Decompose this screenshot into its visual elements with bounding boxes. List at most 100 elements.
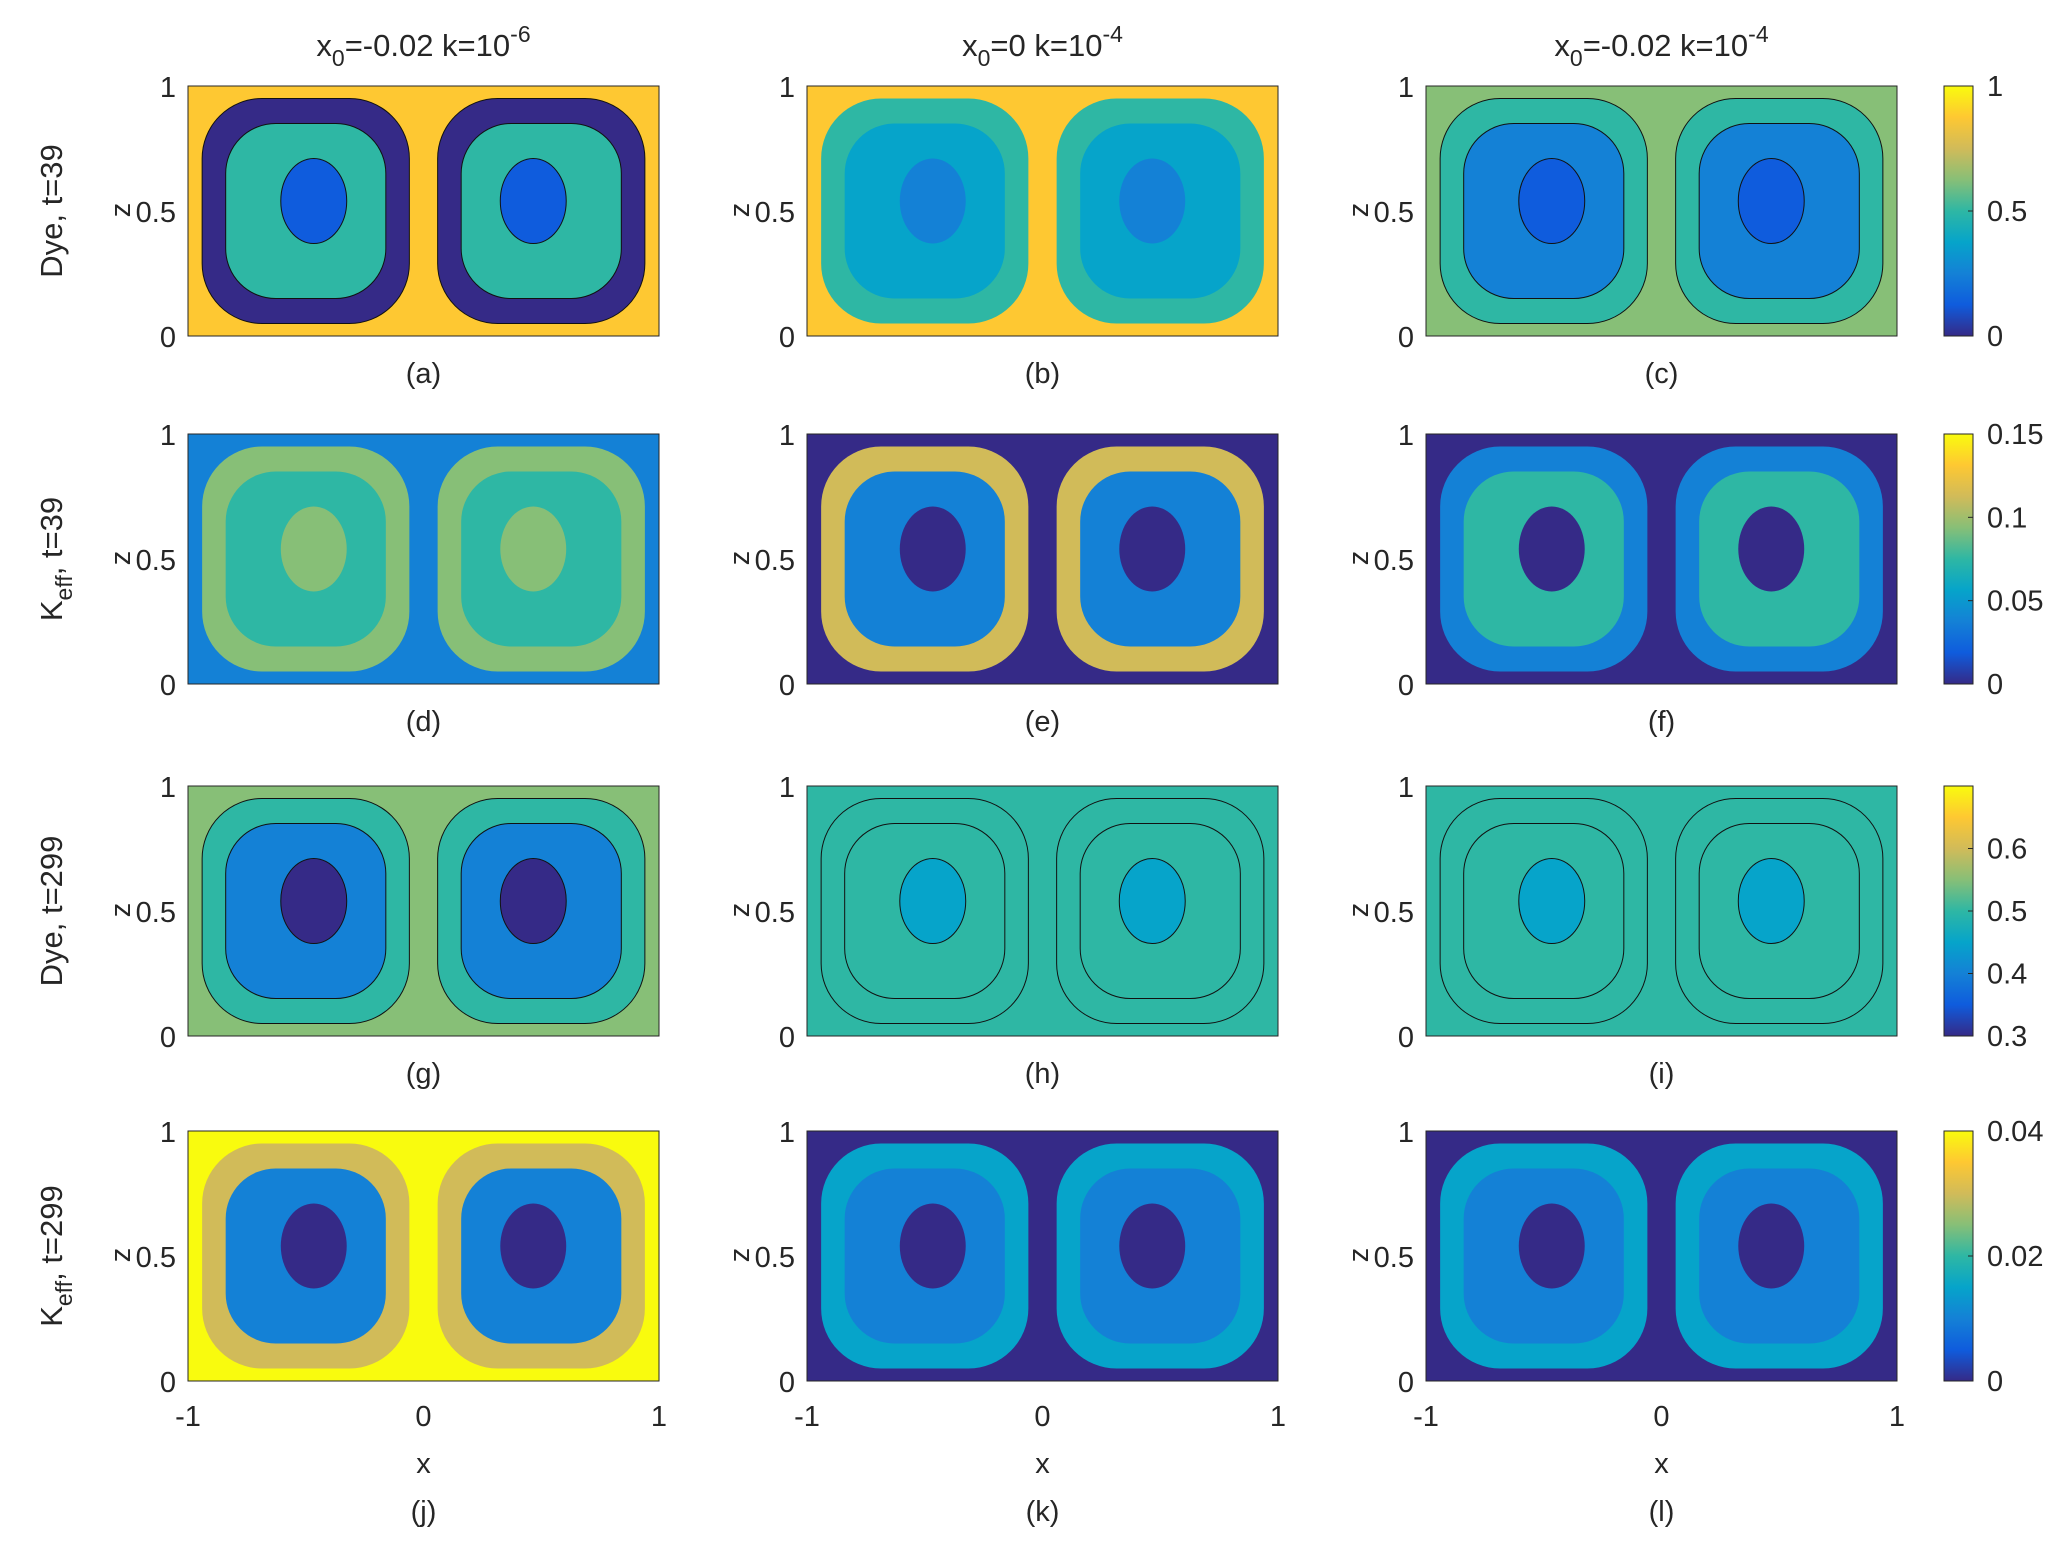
panel-label: (e) <box>1025 706 1060 738</box>
vortex-core <box>280 858 348 944</box>
y-tick-label: 0.5 <box>755 897 795 929</box>
y-axis-label: z <box>105 203 137 218</box>
panel-label: (h) <box>1025 1058 1060 1090</box>
axes-box <box>1425 85 1898 337</box>
y-tick-label: 0.5 <box>755 197 795 229</box>
y-tick-label: 0.5 <box>755 1242 795 1274</box>
panel-label: (f) <box>1648 706 1675 738</box>
heatmap-field <box>1426 1131 1897 1381</box>
colorbar-tick-label: 0.4 <box>1987 959 2027 991</box>
panel-d: 0 0.5 1 z (d) <box>105 420 660 738</box>
script-text: 0 <box>978 45 991 71</box>
heatmap-field <box>807 434 1278 684</box>
y-tick-label: 0 <box>779 322 795 354</box>
x-tick-label: 1 <box>651 1401 667 1433</box>
vortex-core <box>280 1203 347 1289</box>
y-tick-label: 0 <box>1398 1022 1414 1054</box>
colorbar: 0.3 0.4 0.5 0.6 <box>1943 785 2027 1053</box>
x-tick-label: -1 <box>794 1401 820 1433</box>
heatmap-field <box>188 434 659 684</box>
title-mid: =0 k=10 <box>990 28 1102 63</box>
heatmap-field <box>1426 434 1897 684</box>
panel-label: (b) <box>1025 358 1060 390</box>
panel-a: 0 0.5 1 z (a) <box>105 72 660 390</box>
panel-label: (a) <box>406 358 441 390</box>
vortex-core <box>499 858 567 944</box>
script-text: -4 <box>1748 21 1769 47</box>
heatmap-field <box>807 86 1278 336</box>
panel-k: 00.51z(k)-1 0 1x <box>724 1117 1286 1528</box>
vortex-core <box>500 506 567 592</box>
y-tick-label: 0.5 <box>136 545 176 577</box>
y-axis-label: z <box>105 903 137 918</box>
title-mid: =-0.02 k=10 <box>345 28 510 63</box>
vortex-core <box>899 506 966 592</box>
axes-box <box>1425 433 1898 685</box>
colorbar-tick-label: 0 <box>1987 669 2003 701</box>
y-tick-label: 0 <box>160 1367 176 1399</box>
x-tick-label: 0 <box>1034 1401 1050 1433</box>
panel-l: 00.51z(l)-1 0 1x <box>1343 1117 1905 1528</box>
vortex-core <box>1738 506 1805 592</box>
y-tick-label: 1 <box>1398 772 1414 804</box>
colorbar-tick-label: 0.05 <box>1987 586 2043 618</box>
y-tick-label: 0.5 <box>1374 897 1414 929</box>
panel-f: 0 0.5 1 z (f) <box>1343 420 1898 738</box>
column-title: x0=0 k=10-4 <box>962 21 1123 71</box>
vortex-core <box>899 1203 966 1289</box>
vortex-core <box>899 858 967 944</box>
y-axis-label: z <box>105 551 137 566</box>
y-axis-label: z <box>724 203 756 218</box>
y-axis-label: z <box>724 551 756 566</box>
heatmap-field <box>188 86 659 336</box>
axes-box <box>187 433 660 685</box>
colorbar-tick-label: 1 <box>1987 71 2003 103</box>
panel-label: (c) <box>1645 358 1679 390</box>
y-tick-label: 0 <box>1398 1367 1414 1399</box>
colorbar-tick-label: 0.1 <box>1987 502 2027 534</box>
y-tick-label: 0 <box>160 1022 176 1054</box>
axes-box <box>806 433 1279 685</box>
panel-h: 0 0.5 1 z (h) <box>724 772 1279 1090</box>
y-axis-label: z <box>1343 903 1375 918</box>
heatmap-field <box>1426 786 1897 1036</box>
vortex-core <box>1518 858 1586 944</box>
column-title: x0=-0.02 k=10-6 <box>316 21 530 71</box>
vortex-core <box>1119 506 1186 592</box>
y-tick-label: 0 <box>779 1367 795 1399</box>
vortex-core <box>1737 158 1805 244</box>
y-tick-label: 0 <box>779 670 795 702</box>
y-tick-label: 0 <box>160 322 176 354</box>
script-text: eff <box>51 575 77 601</box>
colorbar: 0 0.02 0.04 <box>1943 1116 2043 1398</box>
row-label-main: K <box>34 1306 69 1327</box>
y-tick-label: 1 <box>779 1117 795 1149</box>
y-tick-label: 1 <box>779 72 795 104</box>
vortex-core <box>280 158 348 244</box>
colorbar-tick-label: 0 <box>1987 1366 2003 1398</box>
vortex-core <box>1738 1203 1805 1289</box>
y-tick-label: 1 <box>1398 72 1414 104</box>
y-tick-label: 1 <box>160 72 176 104</box>
colorbar-tick-label: 0.6 <box>1987 834 2027 866</box>
x-axis-label: x <box>1035 1448 1050 1480</box>
row-label: Dye, t=39 <box>34 144 69 278</box>
vortex-core <box>1118 858 1186 944</box>
y-tick-label: 0.5 <box>136 897 176 929</box>
y-axis-label: z <box>1343 551 1375 566</box>
y-tick-label: 1 <box>160 1117 176 1149</box>
axes-box <box>187 1130 660 1382</box>
y-tick-label: 0.5 <box>1374 197 1414 229</box>
colorbar: 0 0.05 0.1 0.15 <box>1943 419 2043 701</box>
colorbar-tick-label: 0.5 <box>1987 196 2027 228</box>
y-tick-label: 0.5 <box>136 1242 176 1274</box>
panel-g: 0 0.5 1 z (g) <box>105 772 660 1090</box>
column-title: x0=-0.02 k=10-4 <box>1554 21 1768 71</box>
script-text: 0 <box>1570 45 1583 71</box>
heatmap-field <box>807 786 1278 1036</box>
axes-box <box>806 1130 1279 1382</box>
heatmap-field <box>1426 86 1897 336</box>
vortex-core <box>280 506 347 592</box>
colorbar-tick-label: 0 <box>1987 321 2003 353</box>
